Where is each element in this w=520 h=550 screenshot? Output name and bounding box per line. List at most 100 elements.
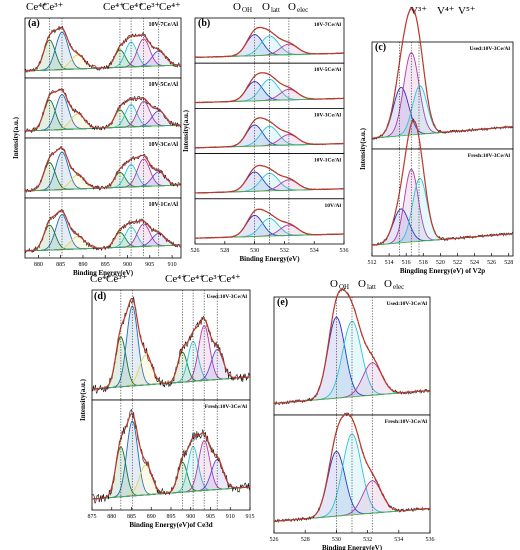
fit-envelope: [24, 210, 182, 252]
component-fill: [25, 32, 181, 71]
peak-label-sub: latt: [271, 6, 280, 14]
subplot-title: 10V-1Ce/Al: [148, 202, 178, 208]
panel-label: (b): [198, 18, 210, 29]
peak-label: V⁵⁺: [458, 5, 476, 17]
component-fill: [92, 459, 250, 499]
fit-envelope: [194, 117, 345, 149]
x-tick-label: 526: [487, 260, 496, 266]
x-tick-label: 526: [270, 537, 279, 543]
peak-label: O: [358, 278, 366, 290]
x-tick-label: 522: [453, 260, 462, 266]
component-fill: [25, 226, 181, 251]
y-axis-label: Intensity(a.u.): [182, 109, 190, 152]
raw-spectrum: [24, 146, 182, 194]
x-tick-label: 910: [226, 514, 235, 520]
subplot-title: 10V-1Ce/Al: [314, 158, 342, 164]
panel-label: (d): [94, 291, 106, 302]
x-axis-label: Binding Energy(eV): [73, 269, 134, 277]
component-fill: [92, 440, 250, 499]
fit-envelope: [194, 26, 345, 58]
fit-envelope: [91, 297, 251, 390]
x-axis-label: Binding Energy(eV)of Ce3d: [129, 521, 212, 529]
component-fill: [25, 233, 181, 251]
x-axis-label: Binding Energy(eV): [239, 255, 300, 263]
x-tick-label: 885: [56, 262, 65, 268]
x-tick-label: 518: [419, 260, 428, 266]
component-fill: [25, 94, 181, 131]
x-tick-label: 516: [402, 260, 411, 266]
subplot-b-2: 10V-3Ce/Al: [194, 108, 345, 155]
x-tick-label: 890: [147, 514, 156, 520]
component-fill: [25, 214, 181, 251]
x-tick-label: 532: [363, 537, 372, 543]
component-fill: [25, 41, 181, 71]
peak-label: Ce³⁺: [201, 273, 223, 285]
peak-label: Ce³⁺: [42, 1, 64, 13]
peak-label: V⁴⁺: [437, 5, 455, 17]
fit-envelope: [24, 89, 182, 132]
peak-label: O: [262, 1, 270, 13]
fit-envelope: [371, 7, 514, 139]
x-tick-label: 512: [368, 260, 377, 266]
x-tick-label: 526: [191, 248, 200, 254]
subplot-title: Used:10V-3Ce/Al: [206, 294, 247, 300]
subplot-title: Fresh:10V-3Ce/Al: [205, 404, 248, 410]
subplot-title: Used:10V-3Ce/Al: [469, 46, 510, 52]
subplot-c-0: Used:10V-3Ce/Al: [371, 6, 514, 150]
subplot-a-2: 10V-3Ce/Al: [24, 137, 182, 199]
fit-envelope: [194, 164, 345, 194]
x-tick-label: 530: [250, 248, 259, 254]
subplot-d-1: Fresh:10V-3Ce/Al: [91, 399, 251, 511]
background-line: [91, 486, 251, 500]
x-tick-label: 900: [186, 514, 195, 520]
subplot-title: 10V-3Ce/Al: [314, 112, 342, 118]
panel-label: (e): [277, 297, 288, 308]
peak-label-sub: latt: [367, 283, 376, 291]
component-fill: [25, 224, 181, 251]
peak-label: Ce⁴⁺: [90, 273, 112, 285]
peak-label: Ce⁴⁺: [122, 1, 144, 13]
subplot-frame: [371, 41, 514, 150]
x-axis-label: Binding Energy(eV): [322, 544, 383, 550]
subplot-b-1: 10V-5Ce/Al: [194, 62, 345, 109]
panel-label: (a): [28, 18, 40, 29]
subplot-a-0: 10V-7Ce/Al: [24, 17, 182, 79]
x-tick-label: 520: [436, 260, 445, 266]
x-tick-label: 900: [123, 262, 132, 268]
subplot-title: 10V-7Ce/Al: [314, 22, 342, 28]
component-fill: [25, 104, 181, 131]
x-tick-label: 895: [167, 514, 176, 520]
x-tick-label: 528: [504, 260, 513, 266]
x-tick-label: 915: [246, 514, 255, 520]
y-axis-label: Intensity(a.u.): [12, 116, 20, 159]
x-tick-label: 528: [220, 248, 229, 254]
subplot-title: 10V-5Ce/Al: [314, 67, 342, 73]
component-fill: [92, 421, 250, 499]
component-fill: [25, 152, 181, 191]
subplot-b-3: 10V-1Ce/Al: [194, 153, 345, 200]
subplot-title: 10V-5Ce/Al: [148, 82, 178, 88]
subplot-title: Used:10V-3Ce/Al: [386, 301, 427, 307]
component-fill: [195, 35, 344, 58]
y-axis-label: Intensity(a.u.): [79, 378, 87, 421]
component-fill: [25, 164, 181, 191]
subplot-a-3: 10V-1Ce/Al: [24, 197, 182, 259]
subplot-title: 10V-7Ce/Al: [148, 22, 178, 28]
x-tick-label: 530: [332, 537, 341, 543]
component-fill: [92, 306, 250, 389]
subplot-b-0: 10V-7Ce/Al: [194, 17, 345, 64]
subplot-a-1: 10V-5Ce/Al: [24, 77, 182, 139]
subplot-e-0: Used:10V-3Ce/Al: [273, 287, 431, 416]
peak-label: V³⁺: [410, 5, 427, 17]
peak-label: Ce⁴⁺: [219, 273, 241, 285]
panel-d: Ce⁴⁺Ce³⁺ Ce⁴⁺Ce⁴⁺Ce³⁺Ce⁴⁺Used:10V-3Ce/AlF…: [79, 273, 255, 529]
x-tick-label: 514: [385, 260, 394, 266]
peak-label-sub: OH: [242, 6, 252, 14]
peak-label: O: [330, 278, 338, 290]
y-axis-label: Intensity(a.u.): [359, 127, 367, 170]
x-tick-label: 910: [168, 262, 177, 268]
x-tick-label: 895: [101, 262, 110, 268]
fit-envelope: [24, 147, 181, 192]
